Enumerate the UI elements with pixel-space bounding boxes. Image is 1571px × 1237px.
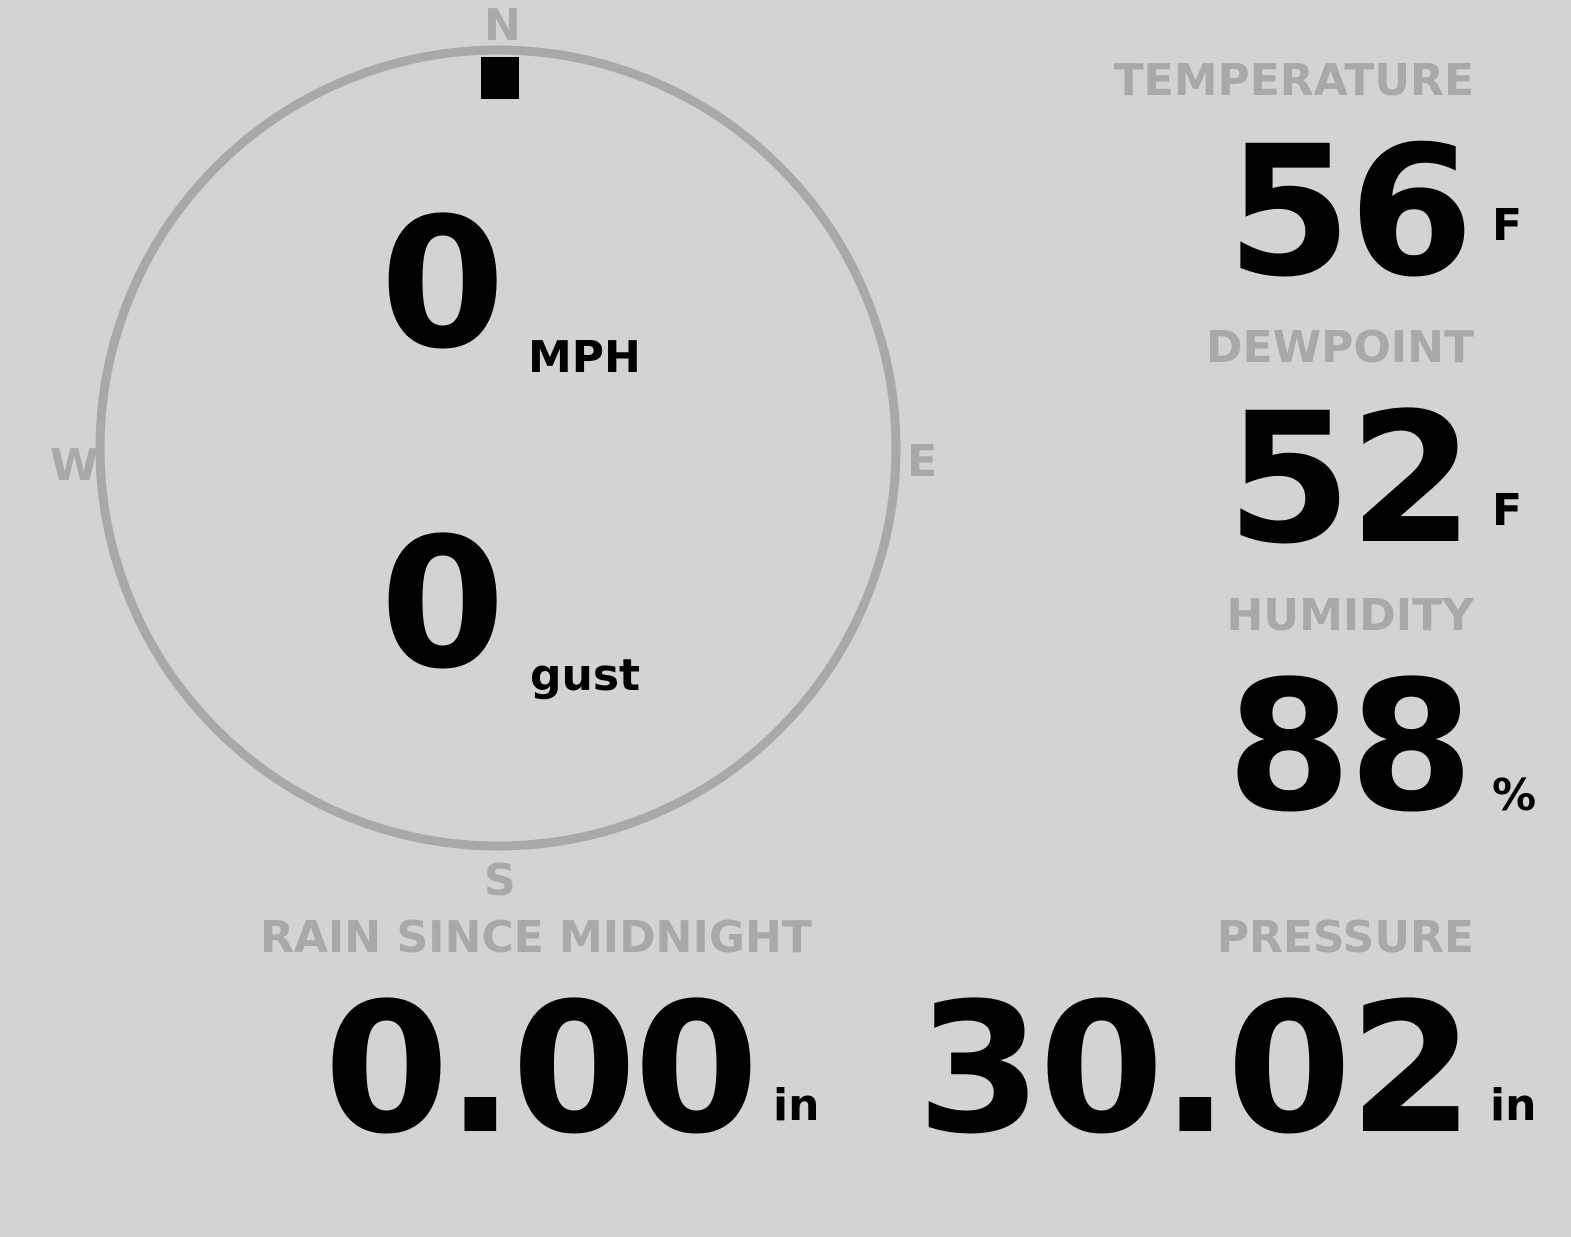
wind-direction-marker — [481, 57, 519, 99]
compass-ring — [95, 45, 901, 851]
wind-gust-value: 0 — [380, 500, 505, 709]
compass-south: S — [484, 855, 516, 906]
compass-east: E — [907, 436, 938, 487]
humidity-label: HUMIDITY — [1226, 590, 1474, 641]
humidity-card: HUMIDITY — [1227, 590, 1474, 641]
wind-compass — [95, 45, 901, 851]
humidity-value: 88 — [1226, 643, 1474, 852]
temperature-value: 56 — [1226, 108, 1474, 317]
dewpoint-card: DEWPOINT — [1206, 322, 1474, 373]
pressure-unit: in — [1490, 1080, 1537, 1131]
rain-value: 0.00 — [323, 965, 759, 1174]
dewpoint-label: DEWPOINT — [1206, 322, 1474, 373]
compass-north: N — [484, 0, 521, 51]
rain-unit: in — [773, 1080, 820, 1131]
humidity-unit: % — [1492, 770, 1537, 821]
pressure-value: 30.02 — [916, 965, 1474, 1174]
wind-speed-value: 0 — [380, 180, 505, 389]
dewpoint-unit: F — [1492, 485, 1523, 536]
pressure-card: PRESSURE — [1217, 912, 1474, 963]
temperature-label: TEMPERATURE — [1113, 55, 1474, 106]
wind-gust-unit: gust — [530, 650, 641, 701]
compass-west: W — [50, 440, 99, 491]
rain-label: RAIN SINCE MIDNIGHT — [260, 912, 812, 963]
temperature-unit: F — [1492, 200, 1523, 251]
temperature-card: TEMPERATURE — [1114, 55, 1474, 106]
pressure-label: PRESSURE — [1216, 912, 1474, 963]
wind-speed-unit: MPH — [528, 332, 641, 383]
dewpoint-value: 52 — [1226, 375, 1474, 584]
